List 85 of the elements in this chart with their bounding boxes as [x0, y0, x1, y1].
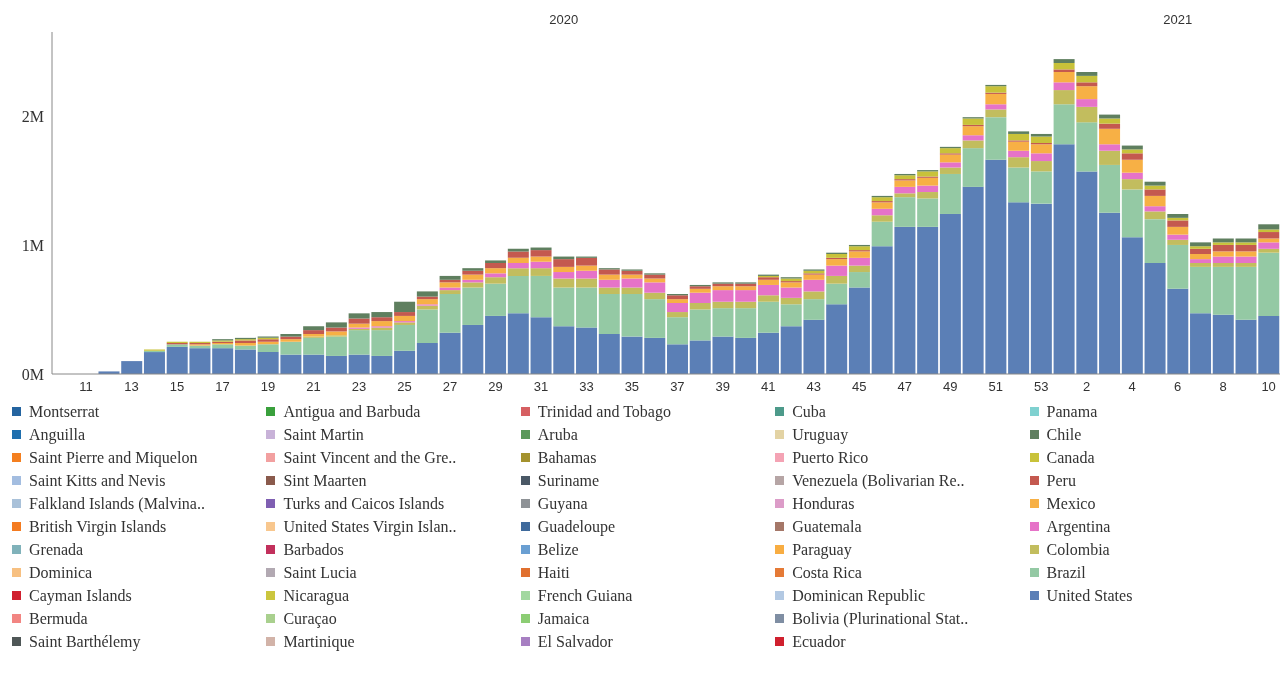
- legend-label: Belize: [537, 540, 579, 559]
- x-tick-label: 23: [351, 379, 367, 395]
- x-tick-label: 15: [169, 379, 185, 395]
- x-tick-label: 45: [852, 379, 867, 395]
- legend-label: Colombia: [1046, 540, 1110, 559]
- legend-label: Argentina: [1046, 517, 1111, 536]
- legend-label: El Salvador: [537, 632, 613, 651]
- legend-label: Chile: [1046, 425, 1082, 444]
- x-tick-label: 41: [761, 379, 776, 395]
- y-tick-label: 2M: [21, 107, 44, 125]
- legend-label: Martinique: [283, 632, 355, 651]
- legend-label: Venezuela (Bolivarian Re..: [792, 471, 965, 490]
- legend-label: Saint Vincent and the Gre..: [283, 448, 457, 467]
- legend-label: Jamaica: [537, 609, 590, 628]
- legend-label: Haiti: [537, 563, 570, 582]
- x-tick-label: 21: [306, 379, 321, 395]
- legend-label: Bolivia (Plurinational Stat..: [792, 609, 969, 628]
- legend-label: Barbados: [283, 540, 344, 559]
- legend-label: Sint Maarten: [283, 471, 367, 490]
- x-tick-label: 6: [1174, 379, 1182, 395]
- x-tick-label: 39: [715, 379, 731, 395]
- x-tick-label: 2: [1083, 379, 1091, 395]
- x-tick-label: 27: [442, 379, 458, 395]
- x-tick-label: 19: [260, 379, 276, 395]
- y-tick-label: 0M: [21, 365, 44, 383]
- legend-label: Dominica: [29, 563, 93, 582]
- legend-label: Suriname: [537, 471, 600, 490]
- legend-label: Cayman Islands: [29, 586, 132, 605]
- legend-label: Paraguay: [792, 540, 852, 559]
- x-tick-label: 35: [624, 379, 640, 395]
- x-tick-label: 17: [215, 379, 230, 395]
- x-tick-label: 8: [1219, 379, 1227, 395]
- x-tick-label: 31: [533, 379, 549, 395]
- legend-label: Bermuda: [29, 609, 88, 628]
- legend-label: Guyana: [537, 494, 588, 513]
- x-tick-label: 25: [397, 379, 412, 395]
- legend-label: Aruba: [537, 425, 578, 444]
- legend-label: Montserrat: [29, 402, 100, 421]
- x-tick-label: 10: [1261, 379, 1276, 395]
- legend-label: United States: [1046, 586, 1133, 605]
- legend-label: Ecuador: [792, 632, 846, 651]
- y-tick-label: 1M: [21, 236, 44, 254]
- legend-label: Saint Pierre and Miquelon: [29, 448, 198, 467]
- legend-label: Costa Rica: [792, 563, 862, 582]
- legend-label: Saint Martin: [283, 425, 364, 444]
- legend-label: Nicaragua: [283, 586, 350, 605]
- x-tick-label: 49: [943, 379, 958, 395]
- x-tick-label: 29: [488, 379, 503, 395]
- x-tick-label: 11: [79, 379, 93, 395]
- legend-label: Grenada: [29, 540, 84, 559]
- x-tick-label: 47: [897, 379, 913, 395]
- legend-label: Honduras: [792, 494, 855, 513]
- legend-label: Mexico: [1046, 494, 1096, 513]
- legend-label: Peru: [1046, 471, 1076, 490]
- legend-label: French Guiana: [537, 586, 633, 605]
- legend-label: Falkland Islands (Malvina..: [29, 494, 205, 513]
- legend-label: Cuba: [792, 402, 826, 421]
- legend-label: Anguilla: [29, 425, 85, 444]
- legend-label: Saint Lucia: [283, 563, 357, 582]
- legend-label: Curaçao: [283, 609, 337, 628]
- x-tick-label: 33: [579, 379, 594, 395]
- legend-label: Panama: [1046, 402, 1098, 421]
- x-tick-label: 37: [670, 379, 685, 395]
- legend-label: Bahamas: [537, 448, 597, 467]
- legend-label: Turks and Caicos Islands: [283, 494, 445, 513]
- text: 2021: [1163, 12, 1193, 27]
- x-tick-label: 53: [1033, 379, 1049, 395]
- legend-label: Trinidad and Tobago: [537, 402, 671, 421]
- legend-label: Saint Kitts and Nevis: [29, 471, 166, 490]
- x-tick-label: 13: [124, 379, 139, 395]
- legend-label: Guadeloupe: [537, 517, 616, 536]
- legend-label: Dominican Republic: [792, 586, 926, 605]
- legend-label: Canada: [1046, 448, 1095, 467]
- legend-label: Puerto Rico: [792, 448, 869, 467]
- legend-label: British Virgin Islands: [29, 517, 167, 536]
- legend-label: Antigua and Barbuda: [283, 402, 421, 421]
- x-tick-label: 43: [806, 379, 822, 395]
- legend-label: United States Virgin Islan..: [283, 517, 457, 536]
- legend-label: Saint Barthélemy: [29, 632, 141, 651]
- text: 2020: [549, 12, 579, 27]
- legend-label: Guatemala: [792, 517, 862, 536]
- x-tick-label: 4: [1128, 379, 1136, 395]
- x-tick-label: 51: [988, 379, 1003, 395]
- legend-label: Uruguay: [792, 425, 849, 444]
- legend-label: Brazil: [1046, 563, 1086, 582]
